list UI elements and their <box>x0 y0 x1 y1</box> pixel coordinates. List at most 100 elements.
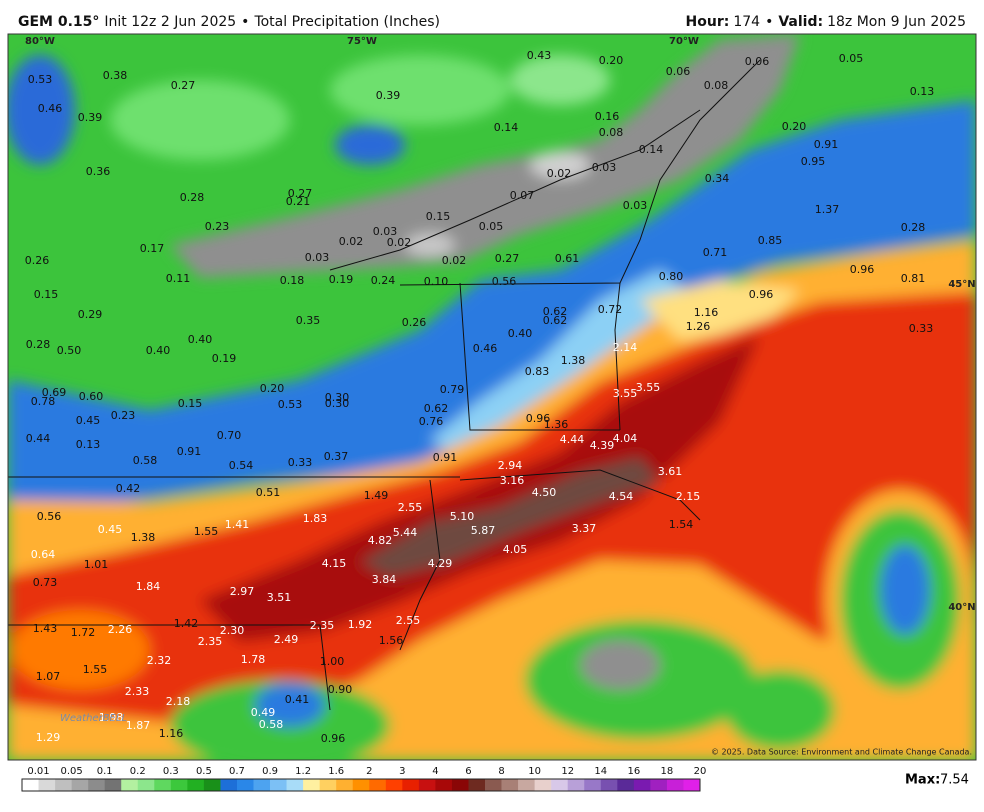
point-value: 0.56 <box>37 510 62 523</box>
point-value: 3.51 <box>267 591 292 604</box>
point-value: 0.76 <box>419 415 444 428</box>
legend-swatch <box>584 779 602 791</box>
point-value: 0.85 <box>758 234 783 247</box>
point-value: 0.72 <box>598 303 623 316</box>
legend-swatch <box>55 779 72 791</box>
legend-tick-label: 3 <box>399 766 405 777</box>
point-value: 5.44 <box>393 526 418 539</box>
point-values: 80°W 75°W 70°W 45°N 40°N 0.53 0.38 0.27 0.39 0.43… <box>25 36 976 745</box>
legend-swatch <box>253 779 271 791</box>
point-value: 1.55 <box>194 525 219 538</box>
point-value: 4.44 <box>560 433 585 446</box>
point-value: 0.71 <box>703 246 728 259</box>
point-value: 0.19 <box>212 352 237 365</box>
point-value: 2.97 <box>230 585 255 598</box>
point-value: 0.96 <box>850 263 875 276</box>
point-value: 0.05 <box>479 220 504 233</box>
legend-swatch <box>666 779 684 791</box>
legend-swatch <box>369 779 387 791</box>
point-value: 2.55 <box>398 501 423 514</box>
legend-tick-label: 0.7 <box>229 766 245 777</box>
point-value: 0.80 <box>659 270 684 283</box>
legend-swatch <box>203 779 221 791</box>
legend-tick-label: 0.2 <box>130 766 146 777</box>
point-value: 0.21 <box>286 195 311 208</box>
point-value: 2.49 <box>274 633 299 646</box>
point-value: 0.58 <box>259 718 284 731</box>
legend-swatch <box>518 779 535 791</box>
point-value: 0.03 <box>623 199 648 212</box>
legend-swatch <box>468 779 486 791</box>
point-value: 2.94 <box>498 459 523 472</box>
point-value: 0.26 <box>402 316 427 329</box>
point-value: 0.20 <box>599 54 624 67</box>
lon-label: 70°W <box>669 36 699 47</box>
separator: • <box>765 14 773 30</box>
point-value: 0.64 <box>31 548 56 561</box>
point-value: 3.55 <box>613 387 638 400</box>
point-value: 0.91 <box>177 445 202 458</box>
point-value: 4.50 <box>532 486 557 499</box>
lat-label: 45°N <box>948 279 975 290</box>
point-value: 0.30 <box>325 397 350 410</box>
point-value: 0.28 <box>26 338 51 351</box>
point-value: 0.20 <box>782 120 807 133</box>
legend-swatch <box>121 779 139 791</box>
legend-swatch <box>617 779 635 791</box>
point-value: 0.38 <box>103 69 128 82</box>
point-value: 1.42 <box>174 617 199 630</box>
legend: 0.01 0.05 0.1 0.2 0.3 0.5 0.7 0.9 1.2 1.6 2 3 4 6 8 10 1… <box>21 766 706 792</box>
legend-swatch <box>501 779 519 791</box>
point-value: 4.54 <box>609 490 634 503</box>
point-value: 0.28 <box>901 221 926 234</box>
point-value: 2.55 <box>396 614 421 627</box>
point-value: 0.02 <box>387 236 412 249</box>
point-value: 0.81 <box>901 272 926 285</box>
point-value: 0.40 <box>146 344 171 357</box>
point-value: 0.83 <box>525 365 550 378</box>
point-value: 0.40 <box>508 327 533 340</box>
model: GEM 0.15° <box>18 14 99 30</box>
point-value: 1.98 <box>99 711 124 724</box>
point-value: 4.04 <box>613 432 638 445</box>
point-value: 0.96 <box>321 732 346 745</box>
legend-swatch <box>683 779 701 791</box>
point-value: 1.84 <box>136 580 161 593</box>
point-value: 0.23 <box>205 220 230 233</box>
point-value: 0.46 <box>38 102 63 115</box>
point-value: 2.30 <box>220 624 245 637</box>
point-value: 2.35 <box>310 619 335 632</box>
legend-swatch <box>402 779 420 791</box>
header-right: Hour: 174 • Valid: 18z Mon 9 Jun 2025 <box>686 14 966 30</box>
hour-label: Hour: <box>686 14 730 30</box>
legend-swatch <box>534 779 552 791</box>
point-value: 2.33 <box>125 685 150 698</box>
legend-tick-label: 0.9 <box>262 766 278 777</box>
point-value: 0.15 <box>178 397 203 410</box>
point-value: 0.90 <box>328 683 353 696</box>
point-value: 0.46 <box>473 342 498 355</box>
point-value: 1.38 <box>561 354 586 367</box>
point-value: 0.10 <box>424 275 449 288</box>
point-value: 4.15 <box>322 557 347 570</box>
point-value: 0.02 <box>339 235 364 248</box>
header-left: GEM 0.15° Init 12z 2 Jun 2025 • Total Preci… <box>18 14 440 30</box>
point-value: 0.43 <box>527 49 552 62</box>
point-value: 0.53 <box>278 398 303 411</box>
max-label: Max: <box>905 773 940 788</box>
copyright: © 2025. Data Source: Environment and Cli… <box>711 748 972 757</box>
legend-tick-label: 16 <box>627 766 640 777</box>
legend-swatch <box>385 779 403 791</box>
legend-swatch <box>551 779 569 791</box>
point-value: 0.26 <box>25 254 50 267</box>
point-value: 0.35 <box>296 314 321 327</box>
legend-swatch <box>600 779 618 791</box>
point-value: 1.56 <box>379 634 404 647</box>
legend-swatch <box>286 779 304 791</box>
point-value: 1.37 <box>815 203 840 216</box>
point-value: 1.29 <box>36 731 61 744</box>
point-value: 0.96 <box>749 288 774 301</box>
legend-swatch <box>451 779 469 791</box>
point-value: 0.23 <box>111 409 136 422</box>
